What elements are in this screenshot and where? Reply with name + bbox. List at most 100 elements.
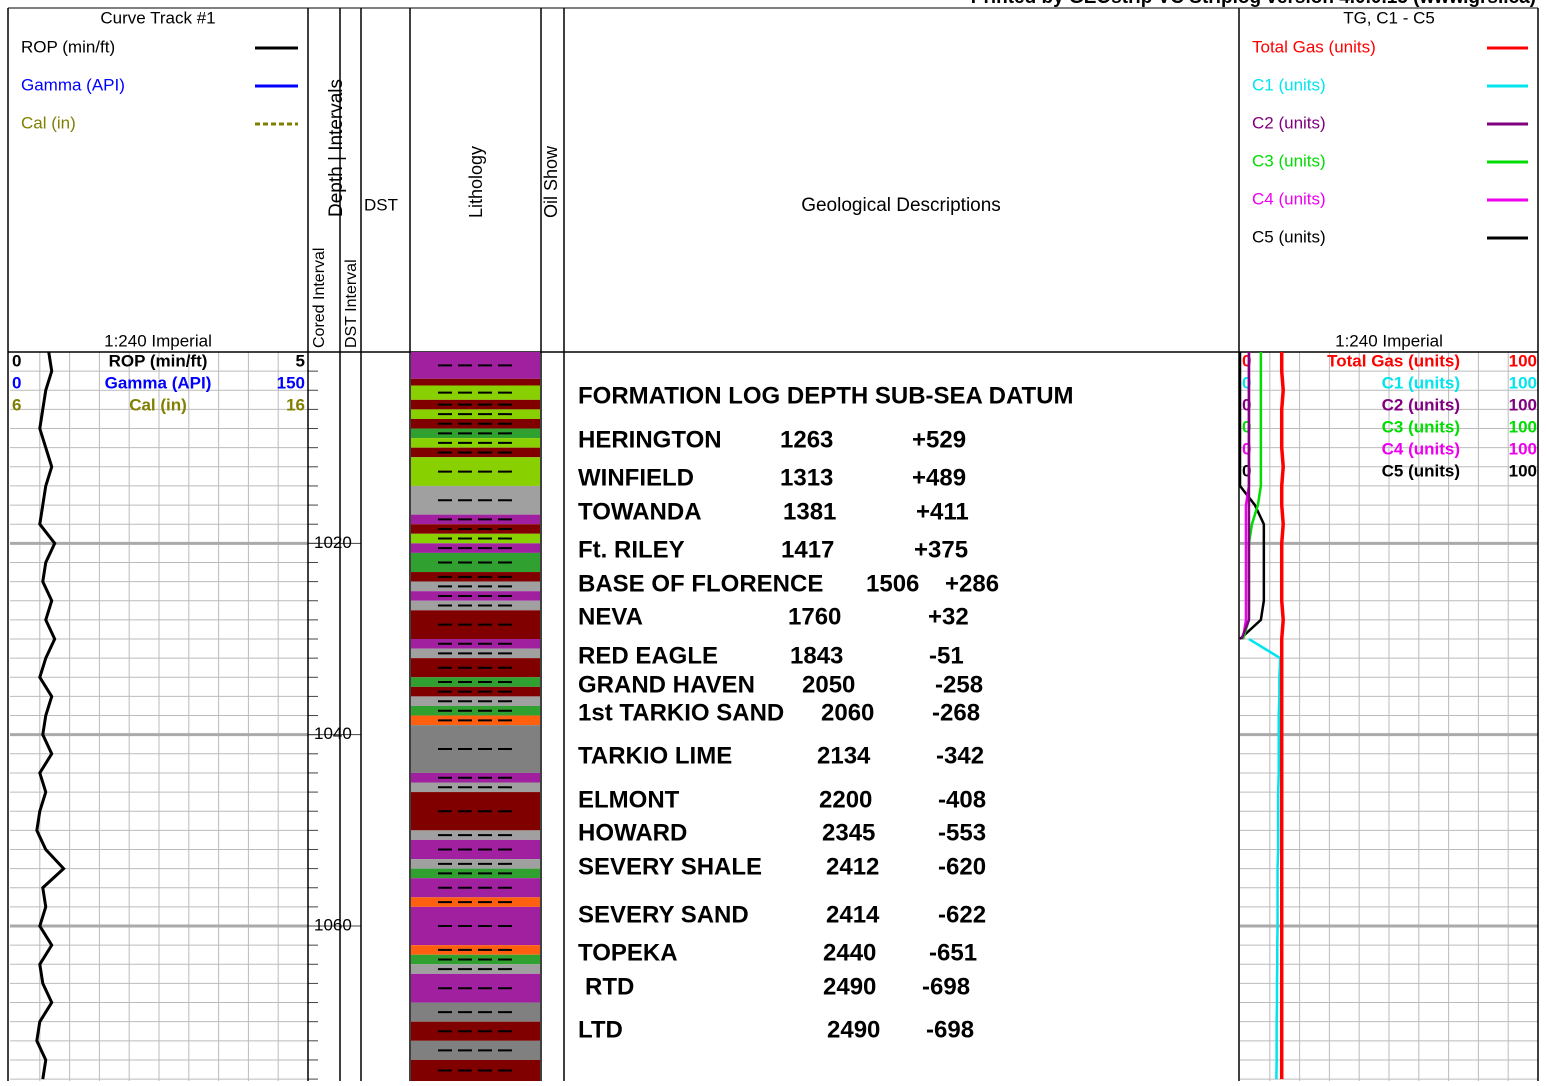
log-depth: 2200: [819, 786, 872, 813]
track-title: TG, C1 - C5: [1343, 8, 1435, 27]
lithology-bed: [411, 830, 540, 840]
lithology-bed: [411, 782, 540, 793]
lithology-bed: [411, 543, 540, 553]
scale-name: Total Gas (units): [1327, 351, 1460, 370]
lithology-bed: [411, 1002, 540, 1022]
sub-sea-datum: +286: [945, 570, 999, 597]
lithology-bed: [411, 438, 540, 448]
log-depth: 2060: [821, 699, 874, 726]
legend-label: Gamma (API): [21, 75, 125, 94]
formation-name: GRAND HAVEN: [578, 671, 755, 698]
formation-name: BASE OF FLORENCE: [578, 570, 823, 597]
sub-sea-datum: -698: [926, 1016, 974, 1043]
lithology-bed: [411, 705, 540, 716]
lithology-bed: [411, 658, 540, 678]
curve: [35, 351, 66, 1080]
log-depth: 1760: [788, 603, 841, 630]
lithology-bed: [411, 552, 540, 573]
lithology-bed: [411, 591, 540, 601]
lithology-bed: [411, 1059, 540, 1081]
legend-label: Total Gas (units): [1252, 37, 1376, 56]
formation-name: 1st TARKIO SAND: [578, 699, 784, 726]
lithology-bed: [411, 352, 540, 379]
log-depth: 2050: [802, 671, 855, 698]
curve: [1240, 352, 1251, 640]
lithology-bed: [411, 600, 540, 611]
lithology-header: Lithology: [466, 146, 486, 218]
lithology-bed: [411, 639, 540, 649]
lithology-bed: [411, 514, 540, 525]
sub-sea-datum: +375: [914, 536, 968, 563]
sub-sea-datum: -342: [936, 742, 984, 769]
scale-min: 0: [1242, 395, 1251, 414]
scale-name: C1 (units): [1382, 373, 1460, 392]
lithology-bed: [411, 954, 540, 965]
sub-sea-datum: -698: [922, 973, 970, 1000]
sub-sea-datum: +489: [912, 464, 966, 491]
formation-name: TARKIO LIME: [578, 742, 732, 769]
scale-max: 16: [286, 395, 305, 414]
scale-min: 0: [1242, 373, 1251, 392]
oil-show-header: Oil Show: [541, 145, 561, 218]
dst-interval-header: DST Interval: [343, 259, 360, 348]
curve: [1248, 637, 1282, 1080]
lithology-bed: [411, 906, 540, 946]
formation-name: Ft. RILEY: [578, 536, 685, 563]
lithology-bed: [411, 859, 540, 869]
sub-sea-datum: -268: [932, 699, 980, 726]
sub-sea-datum: -51: [929, 642, 964, 669]
formation-name: HOWARD: [578, 819, 687, 846]
scale-min: 0: [1242, 439, 1251, 458]
formation-name: ELMONT: [578, 786, 680, 813]
printed-by: Printed by GEOstrip VC Striplog version …: [971, 0, 1536, 8]
scale-max: 100: [1509, 351, 1537, 370]
formation-name: RTD: [585, 973, 634, 1000]
scale-name: C4 (units): [1382, 439, 1460, 458]
lithology-bed: [411, 973, 540, 1003]
log-depth: 2345: [822, 819, 875, 846]
formation-name: RED EAGLE: [578, 642, 718, 669]
sub-sea-datum: -258: [935, 671, 983, 698]
lithology-bed: [411, 524, 540, 534]
lithology-bed: [411, 772, 540, 783]
log-depth: 1843: [790, 642, 843, 669]
lithology-bed: [411, 418, 540, 429]
lithology-bed: [411, 485, 540, 515]
scale-name: C3 (units): [1382, 417, 1460, 436]
formation-name: HERINGTON: [578, 426, 722, 453]
log-depth: 2440: [823, 939, 876, 966]
lithology-bed: [411, 878, 540, 898]
scale-min: 6: [12, 395, 21, 414]
sub-sea-datum: +529: [912, 426, 966, 453]
formation-name: TOPEKA: [578, 939, 678, 966]
sub-sea-datum: +411: [916, 498, 969, 525]
legend-label: C5 (units): [1252, 227, 1326, 246]
lithology-bed: [411, 610, 540, 640]
scale-max: 100: [1509, 373, 1537, 392]
scale-min: 0: [1242, 417, 1251, 436]
descriptions-header: Geological Descriptions: [801, 195, 1001, 216]
log-depth: 1313: [780, 464, 833, 491]
lithology-bed: [411, 378, 540, 386]
lithology-bed: [411, 648, 540, 659]
sub-sea-datum: -651: [929, 939, 977, 966]
lithology-bed: [411, 1040, 540, 1060]
scale-max: 100: [1509, 395, 1537, 414]
log-depth: 1381: [783, 498, 836, 525]
log-depth: 2412: [826, 853, 879, 880]
lithology-bed: [411, 686, 540, 697]
scale-max: 100: [1509, 417, 1537, 436]
lithology-bed: [411, 399, 540, 410]
lithology-bed: [411, 696, 540, 706]
log-depth: 2490: [827, 1016, 880, 1043]
scale-min: 0: [1242, 461, 1251, 480]
track-title: Curve Track #1: [100, 8, 215, 27]
sub-sea-datum: -620: [938, 853, 986, 880]
lithology-bed: [411, 715, 540, 726]
curve: [1279, 352, 1285, 1080]
lithology-bed: [411, 428, 540, 439]
scale-max: 100: [1509, 439, 1537, 458]
legend-label: ROP (min/ft): [21, 37, 115, 56]
